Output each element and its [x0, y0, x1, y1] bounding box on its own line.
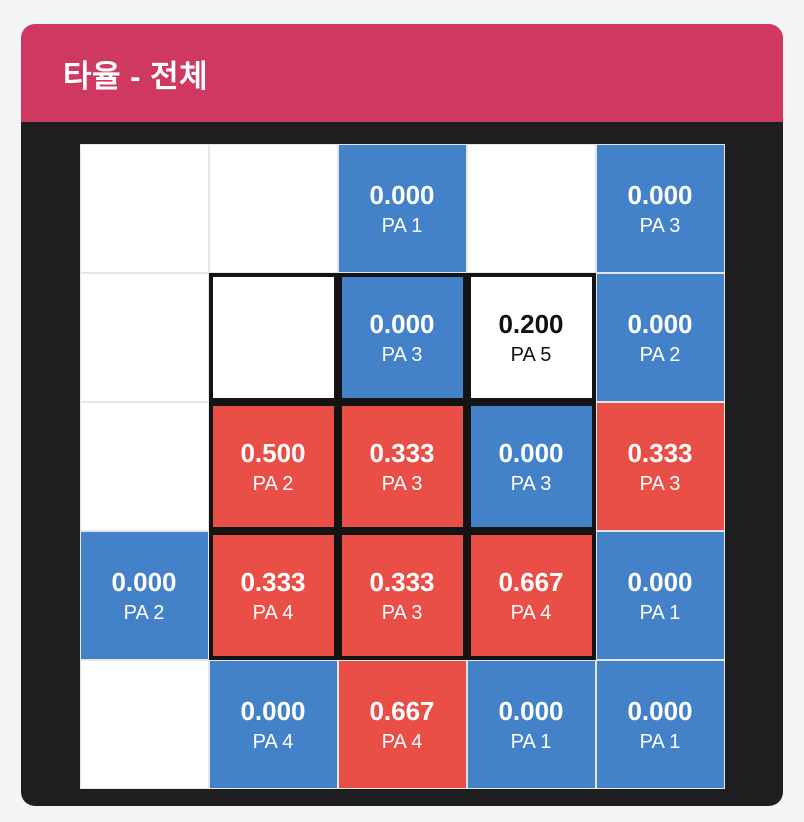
cell-pa: PA 1	[639, 730, 681, 753]
heatmap-cell-r2c3: 0.000 PA 3	[337, 273, 467, 402]
cell-pa: PA 2	[123, 601, 165, 624]
cell-avg: 0.000	[627, 179, 693, 210]
heatmap-cell-r4c1: 0.000 PA 2	[79, 531, 209, 660]
heatmap-cell-r5c3: 0.667 PA 4	[337, 660, 467, 789]
cell-avg: 0.667	[498, 566, 564, 597]
heatmap-cell-r1c1	[79, 144, 209, 273]
cell-avg: 0.000	[369, 179, 435, 210]
heatmap-cell-r2c2	[208, 273, 338, 402]
heatmap-cell-r5c2: 0.000 PA 4	[208, 660, 338, 789]
cell-avg: 0.200	[498, 308, 564, 339]
heatmap-cell-r1c5: 0.000 PA 3	[595, 144, 725, 273]
card-header: 타율 - 전체	[21, 24, 783, 122]
heatmap-cell-r5c1	[79, 660, 209, 789]
heatmap-cell-r2c1	[79, 273, 209, 402]
heatmap-cell-r2c5: 0.000 PA 2	[595, 273, 725, 402]
heatmap-cell-r4c3: 0.333 PA 3	[337, 531, 467, 660]
cell-avg: 0.333	[369, 566, 435, 597]
cell-avg: 0.000	[240, 695, 306, 726]
cell-pa: PA 2	[639, 343, 681, 366]
cell-avg: 0.000	[498, 437, 564, 468]
stat-card: 타율 - 전체 0.000 PA 1 0.000 PA 3 0.000 PA 3	[21, 24, 783, 806]
cell-pa: PA 3	[381, 343, 423, 366]
cell-avg: 0.500	[240, 437, 306, 468]
cell-pa: PA 4	[510, 601, 552, 624]
heatmap-cell-r3c3: 0.333 PA 3	[337, 402, 467, 531]
cell-pa: PA 3	[381, 601, 423, 624]
heatmap-cell-r1c3: 0.000 PA 1	[337, 144, 467, 273]
cell-pa: PA 3	[639, 472, 681, 495]
cell-pa: PA 2	[252, 472, 294, 495]
card-body: 0.000 PA 1 0.000 PA 3 0.000 PA 3 0.200 P…	[21, 122, 783, 806]
heatmap-cell-r1c4	[466, 144, 596, 273]
cell-avg: 0.000	[369, 308, 435, 339]
cell-pa: PA 4	[252, 601, 294, 624]
cell-avg: 0.000	[111, 566, 177, 597]
heatmap-cell-r3c4: 0.000 PA 3	[466, 402, 596, 531]
cell-pa: PA 1	[639, 601, 681, 624]
cell-pa: PA 3	[510, 472, 552, 495]
heatmap-cell-r3c2: 0.500 PA 2	[208, 402, 338, 531]
cell-pa: PA 3	[381, 472, 423, 495]
cell-avg: 0.667	[369, 695, 435, 726]
cell-avg: 0.000	[627, 566, 693, 597]
cell-pa: PA 4	[252, 730, 294, 753]
cell-pa: PA 1	[381, 214, 423, 237]
heatmap-cell-r2c4: 0.200 PA 5	[466, 273, 596, 402]
heatmap-cell-r5c4: 0.000 PA 1	[466, 660, 596, 789]
heatmap-cell-r4c5: 0.000 PA 1	[595, 531, 725, 660]
heatmap-cell-r3c5: 0.333 PA 3	[595, 402, 725, 531]
heatmap-cell-r5c5: 0.000 PA 1	[595, 660, 725, 789]
cell-avg: 0.000	[627, 308, 693, 339]
cell-avg: 0.333	[369, 437, 435, 468]
cell-avg: 0.333	[627, 437, 693, 468]
cell-avg: 0.000	[627, 695, 693, 726]
cell-avg: 0.333	[240, 566, 306, 597]
strike-zone-heatmap: 0.000 PA 1 0.000 PA 3 0.000 PA 3 0.200 P…	[79, 144, 725, 789]
page-title: 타율 - 전체	[63, 58, 209, 94]
cell-pa: PA 4	[381, 730, 423, 753]
cell-pa: PA 5	[510, 343, 552, 366]
cell-pa: PA 3	[639, 214, 681, 237]
heatmap-cell-r4c4: 0.667 PA 4	[466, 531, 596, 660]
cell-avg: 0.000	[498, 695, 564, 726]
heatmap-cell-r3c1	[79, 402, 209, 531]
cell-pa: PA 1	[510, 730, 552, 753]
heatmap-cell-r4c2: 0.333 PA 4	[208, 531, 338, 660]
heatmap-cell-r1c2	[208, 144, 338, 273]
